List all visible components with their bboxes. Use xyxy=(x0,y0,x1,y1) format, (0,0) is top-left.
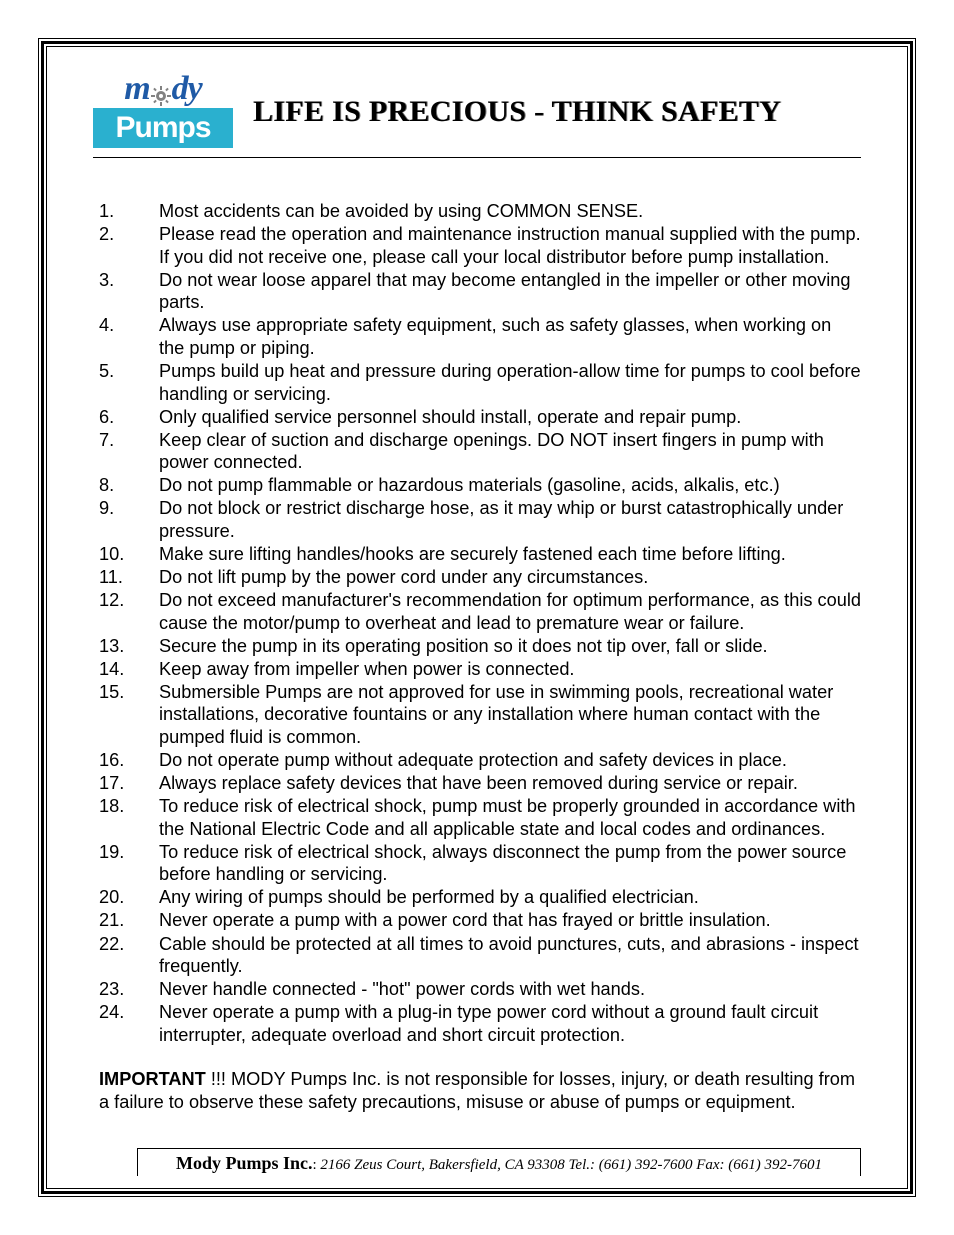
list-item-number xyxy=(99,681,159,749)
footer: Mody Pumps Inc.: 2166 Zeus Court, Bakers… xyxy=(93,1148,861,1176)
list-item-number xyxy=(99,223,159,268)
list-item: Make sure lifting handles/hooks are secu… xyxy=(99,543,861,566)
list-item-number xyxy=(99,909,159,932)
list-item-number xyxy=(99,749,159,772)
list-item-number xyxy=(99,658,159,681)
logo-bottom-text: Pumps xyxy=(93,108,233,148)
list-item-text: Keep clear of suction and discharge open… xyxy=(159,429,861,474)
list-item-text: Do not lift pump by the power cord under… xyxy=(159,566,861,589)
list-item: Do not block or restrict discharge hose,… xyxy=(99,497,861,542)
list-item-text: Please read the operation and maintenanc… xyxy=(159,223,861,268)
list-item-text: To reduce risk of electrical shock, alwa… xyxy=(159,841,861,886)
list-item-number xyxy=(99,543,159,566)
list-item-number xyxy=(99,886,159,909)
page-border-inner: mdy Pumps LIFE IS PRECIOUS - THINK SAFET… xyxy=(46,46,908,1189)
list-item-number xyxy=(99,772,159,795)
safety-list: Most accidents can be avoided by using C… xyxy=(99,200,861,1046)
list-item: Only qualified service personnel should … xyxy=(99,406,861,429)
list-item-number xyxy=(99,474,159,497)
list-item: To reduce risk of electrical shock, alwa… xyxy=(99,841,861,886)
list-item-number xyxy=(99,360,159,405)
list-item-text: Always replace safety devices that have … xyxy=(159,772,861,795)
list-item: Always use appropriate safety equipment,… xyxy=(99,314,861,359)
list-item: Do not operate pump without adequate pro… xyxy=(99,749,861,772)
page-border-outer: mdy Pumps LIFE IS PRECIOUS - THINK SAFET… xyxy=(38,38,916,1197)
list-item: Any wiring of pumps should be performed … xyxy=(99,886,861,909)
list-item-number xyxy=(99,566,159,589)
page-border-mid: mdy Pumps LIFE IS PRECIOUS - THINK SAFET… xyxy=(41,41,913,1194)
list-item: Always replace safety devices that have … xyxy=(99,772,861,795)
list-item: Never operate a pump with a power cord t… xyxy=(99,909,861,932)
list-item: Do not wear loose apparel that may becom… xyxy=(99,269,861,314)
list-item-text: Do not block or restrict discharge hose,… xyxy=(159,497,861,542)
important-lead: IMPORTANT xyxy=(99,1069,206,1089)
list-item-number xyxy=(99,497,159,542)
important-notice: IMPORTANT !!! MODY Pumps Inc. is not res… xyxy=(99,1068,861,1113)
logo-letters-dy: dy xyxy=(172,70,202,107)
list-item-text: Only qualified service personnel should … xyxy=(159,406,861,429)
list-item: Please read the operation and maintenanc… xyxy=(99,223,861,268)
list-item-text: Do not exceed manufacturer's recommendat… xyxy=(159,589,861,634)
list-item-text: Any wiring of pumps should be performed … xyxy=(159,886,861,909)
gear-icon xyxy=(151,79,171,99)
company-logo: mdy Pumps xyxy=(93,69,233,151)
list-item-number xyxy=(99,429,159,474)
list-item-number xyxy=(99,1001,159,1046)
list-item-text: To reduce risk of electrical shock, pump… xyxy=(159,795,861,840)
page-title: LIFE IS PRECIOUS - THINK SAFETY xyxy=(253,91,861,129)
list-item-text: Do not wear loose apparel that may becom… xyxy=(159,269,861,314)
list-item-number xyxy=(99,269,159,314)
footer-company: Mody Pumps Inc. xyxy=(176,1153,313,1173)
list-item: Do not pump flammable or hazardous mater… xyxy=(99,474,861,497)
list-item-number xyxy=(99,200,159,223)
list-item: Secure the pump in its operating positio… xyxy=(99,635,861,658)
list-item-text: Pumps build up heat and pressure during … xyxy=(159,360,861,405)
list-item: Keep clear of suction and discharge open… xyxy=(99,429,861,474)
list-item: To reduce risk of electrical shock, pump… xyxy=(99,795,861,840)
list-item-text: Secure the pump in its operating positio… xyxy=(159,635,861,658)
logo-top-text: mdy xyxy=(93,72,233,106)
important-body: !!! MODY Pumps Inc. is not responsible f… xyxy=(99,1069,855,1112)
list-item-number xyxy=(99,406,159,429)
list-item-number xyxy=(99,978,159,1001)
list-item: Most accidents can be avoided by using C… xyxy=(99,200,861,223)
list-item: Do not lift pump by the power cord under… xyxy=(99,566,861,589)
list-item-number xyxy=(99,933,159,978)
logo-letter-m: m xyxy=(124,70,149,107)
list-item-number xyxy=(99,589,159,634)
list-item-text: Do not operate pump without adequate pro… xyxy=(159,749,861,772)
list-item-text: Most accidents can be avoided by using C… xyxy=(159,200,861,223)
list-item-text: Make sure lifting handles/hooks are secu… xyxy=(159,543,861,566)
list-item-text: Do not pump flammable or hazardous mater… xyxy=(159,474,861,497)
list-item-number xyxy=(99,841,159,886)
list-item: Do not exceed manufacturer's recommendat… xyxy=(99,589,861,634)
list-item-text: Never operate a pump with a plug-in type… xyxy=(159,1001,861,1046)
list-item: Cable should be protected at all times t… xyxy=(99,933,861,978)
footer-address: 2166 Zeus Court, Bakersfield, CA 93308 T… xyxy=(320,1157,822,1173)
list-item-number xyxy=(99,314,159,359)
list-item: Keep away from impeller when power is co… xyxy=(99,658,861,681)
list-item-number xyxy=(99,795,159,840)
list-item-text: Never operate a pump with a power cord t… xyxy=(159,909,861,932)
list-item-text: Keep away from impeller when power is co… xyxy=(159,658,861,681)
list-item-number xyxy=(99,635,159,658)
list-item: Never handle connected - "hot" power cor… xyxy=(99,978,861,1001)
list-item: Submersible Pumps are not approved for u… xyxy=(99,681,861,749)
list-item-text: Cable should be protected at all times t… xyxy=(159,933,861,978)
list-item-text: Never handle connected - "hot" power cor… xyxy=(159,978,861,1001)
header: mdy Pumps LIFE IS PRECIOUS - THINK SAFET… xyxy=(93,69,861,158)
list-item-text: Always use appropriate safety equipment,… xyxy=(159,314,861,359)
footer-box: Mody Pumps Inc.: 2166 Zeus Court, Bakers… xyxy=(137,1148,861,1176)
list-item: Pumps build up heat and pressure during … xyxy=(99,360,861,405)
list-item-text: Submersible Pumps are not approved for u… xyxy=(159,681,861,749)
list-item: Never operate a pump with a plug-in type… xyxy=(99,1001,861,1046)
